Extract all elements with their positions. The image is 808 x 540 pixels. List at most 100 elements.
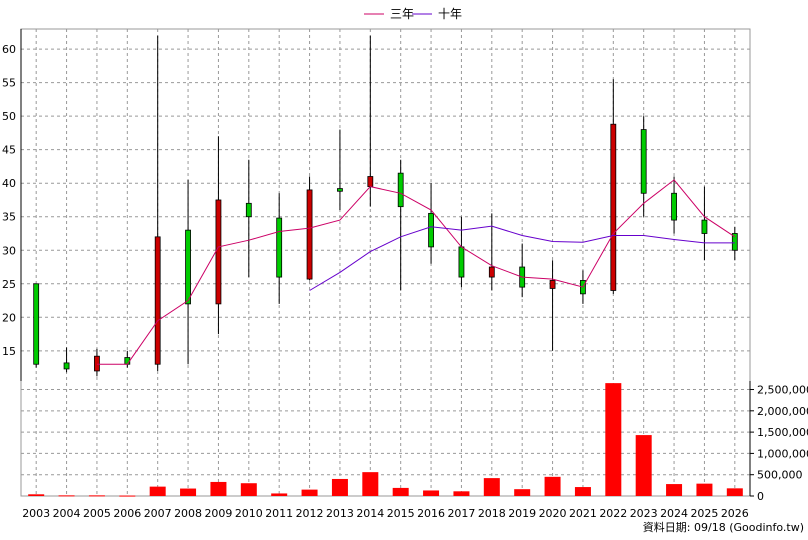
- volume-bar: [149, 486, 166, 496]
- candle-body-up: [701, 219, 708, 234]
- x-tick-label: 2017: [447, 507, 475, 520]
- volume-bar: [423, 490, 440, 496]
- price-tick-label: 60: [2, 43, 16, 56]
- candle: [276, 193, 283, 304]
- candle-body-up: [640, 129, 647, 194]
- candle-body-down: [367, 176, 374, 187]
- x-tick-label: 2011: [265, 507, 293, 520]
- price-tick-label: 20: [2, 311, 16, 324]
- x-tick-label: 2008: [174, 507, 202, 520]
- candle-body-up: [337, 188, 343, 192]
- x-tick-label: 2013: [326, 507, 354, 520]
- volume-bar: [28, 494, 45, 496]
- volume-tick-label: 1,000,000: [757, 447, 808, 460]
- x-tick-label: 2023: [630, 507, 658, 520]
- candle-body-up: [671, 192, 677, 221]
- volume-bar: [331, 478, 348, 496]
- volume-tick-label: 2,000,000: [757, 405, 808, 418]
- x-tick-label: 2014: [356, 507, 384, 520]
- x-tick-label: 2009: [204, 507, 232, 520]
- volume-tick-label: 2,500,000: [757, 384, 808, 397]
- candle: [640, 116, 647, 217]
- x-tick-label: 2019: [508, 507, 536, 520]
- candle-body-up: [245, 202, 252, 218]
- price-tick-label: 35: [2, 211, 16, 224]
- candle-body-down: [94, 355, 100, 372]
- axes: 152025303540455055600500,0001,000,0001,5…: [2, 29, 808, 520]
- candle: [488, 213, 495, 291]
- volume-bar: [635, 435, 652, 496]
- grid: [21, 29, 750, 496]
- candle-body-up: [33, 283, 40, 365]
- candle-body-up: [731, 233, 738, 251]
- candle: [397, 159, 404, 291]
- candle-body-down: [549, 280, 556, 289]
- volume-bar: [666, 484, 683, 496]
- volume-bar: [605, 383, 622, 496]
- price-tick-label: 40: [2, 177, 16, 190]
- volume-bar: [240, 483, 257, 496]
- candle-body-down: [488, 266, 495, 278]
- volume-bar: [58, 495, 75, 497]
- volume-tick-label: 0: [757, 490, 764, 503]
- legend-label-3yr: 三年: [390, 7, 414, 21]
- volume-bar: [726, 488, 743, 496]
- moving-averages: [96, 179, 736, 365]
- candle: [215, 136, 222, 335]
- volume-bars: [28, 383, 743, 497]
- x-tick-label: 2021: [569, 507, 597, 520]
- x-tick-label: 2012: [296, 507, 324, 520]
- x-tick-label: 2026: [721, 507, 749, 520]
- ma-line-10yr: [309, 225, 735, 291]
- volume-bar: [696, 483, 713, 496]
- x-tick-label: 2020: [539, 507, 567, 520]
- volume-bar: [301, 489, 318, 496]
- candle: [701, 186, 708, 261]
- price-tick-label: 25: [2, 278, 16, 291]
- x-tick-label: 2006: [113, 507, 141, 520]
- candle: [428, 183, 434, 264]
- candle-body-up: [276, 217, 283, 278]
- candle: [367, 35, 374, 207]
- volume-tick-label: 500,000: [757, 469, 803, 482]
- volume-tick-label: 1,500,000: [757, 426, 808, 439]
- candle-body-up: [428, 212, 434, 248]
- volume-bar: [544, 476, 561, 496]
- volume-bar: [362, 472, 379, 496]
- x-tick-label: 2010: [235, 507, 263, 520]
- data-date-credit: 資料日期: 09/18 (Goodinfo.tw): [643, 520, 804, 534]
- candle: [154, 35, 161, 371]
- candle: [63, 347, 70, 373]
- candle: [337, 129, 343, 211]
- x-tick-label: 2015: [387, 507, 415, 520]
- ma-line-3yr: [96, 179, 736, 365]
- legend: 三年 十年: [364, 7, 462, 21]
- x-tick-label: 2003: [22, 507, 50, 520]
- candle: [549, 260, 556, 351]
- candle: [245, 159, 252, 278]
- volume-bar: [483, 478, 500, 496]
- candle: [185, 179, 191, 365]
- x-tick-label: 2025: [690, 507, 718, 520]
- candle-body-up: [397, 172, 404, 208]
- candle: [671, 176, 677, 234]
- x-tick-label: 2004: [53, 507, 81, 520]
- candle: [458, 216, 465, 288]
- candle: [33, 283, 40, 368]
- x-tick-label: 2005: [83, 507, 111, 520]
- x-tick-label: 2024: [660, 507, 688, 520]
- volume-bar: [271, 493, 288, 496]
- volume-bar: [514, 489, 531, 496]
- candle-body-up: [185, 229, 191, 305]
- volume-bar: [180, 488, 197, 496]
- volume-bar: [453, 491, 470, 496]
- plot-frame: [20, 28, 751, 497]
- candle-body-down: [610, 123, 617, 291]
- x-tick-label: 2018: [478, 507, 506, 520]
- candle-body-down: [306, 189, 313, 280]
- candle-body-up: [458, 246, 465, 278]
- volume-bar: [392, 487, 409, 496]
- x-tick-label: 2007: [144, 507, 172, 520]
- volume-bar: [210, 481, 227, 496]
